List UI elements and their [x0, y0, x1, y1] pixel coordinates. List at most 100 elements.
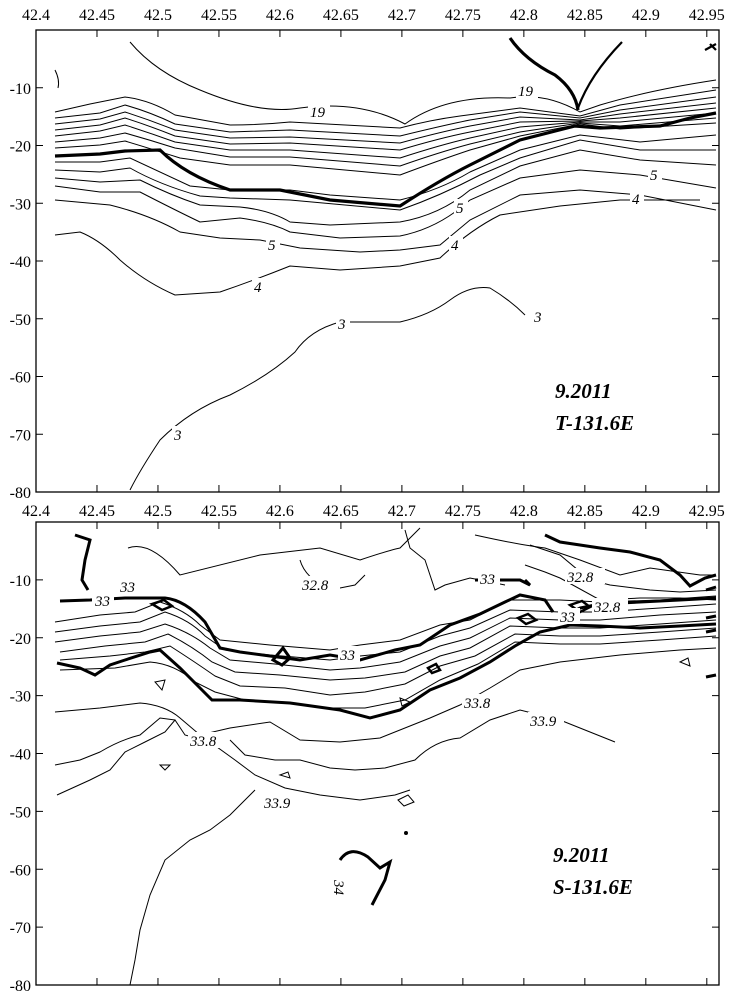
isoline	[59, 619, 717, 681]
x-tick-label: 42.45	[79, 503, 115, 520]
isoline	[54, 122, 717, 176]
salinity-contour-labels: 33 33 32.8 33 32.8 33 32.8 33 33.8 33.9 …	[92, 568, 628, 896]
bold-isoline-edge	[704, 43, 717, 51]
isoline	[154, 679, 166, 692]
contour-label: 33	[559, 610, 575, 626]
x-tick-label: 42.95	[689, 7, 725, 24]
contour-label: 3	[533, 310, 542, 326]
y-tick-label: -50	[10, 804, 31, 821]
isoline	[54, 603, 717, 661]
y-tick-label: -70	[10, 427, 31, 444]
x-tick-label: 42.85	[567, 7, 603, 24]
contour-label: 33.9	[263, 796, 291, 812]
isoline	[229, 709, 616, 771]
bold-isoline	[705, 585, 717, 679]
contour-label: 4	[451, 238, 459, 254]
isoline	[54, 112, 717, 159]
panel-title: 9.2011	[555, 379, 612, 403]
isoline	[55, 134, 717, 201]
bold-isoline	[59, 593, 555, 662]
y-tick-label: -10	[10, 81, 31, 98]
y-tick-label: -50	[10, 312, 31, 329]
salinity-panel: 33 33 32.8 33 32.8 33 32.8 33 33.8 33.9 …	[10, 503, 725, 995]
salinity-axis-ticks	[35, 522, 719, 986]
isoline-19	[54, 69, 60, 89]
contour-label: 34	[330, 879, 346, 896]
isoline	[529, 544, 717, 593]
y-tick-label: -60	[10, 370, 31, 387]
isoline	[399, 697, 412, 707]
panel-title: 9.2011	[553, 843, 610, 867]
isoline	[678, 657, 691, 667]
y-tick-label: -40	[10, 747, 31, 764]
bold-isoline	[338, 850, 393, 906]
contour-label: 3	[337, 317, 346, 333]
bold-isoline	[544, 533, 717, 588]
x-tick-label: 42.65	[323, 503, 359, 520]
temperature-isolines	[54, 41, 717, 491]
contour-label: 5	[268, 238, 276, 254]
x-tick-label: 42.9	[632, 503, 660, 520]
isoline	[54, 107, 717, 151]
temperature-axis-ticks	[35, 30, 719, 493]
isoline	[54, 102, 717, 144]
salinity-y-tick-labels: -10 -20 -30 -40 -50 -60 -70 -80	[10, 573, 31, 995]
x-tick-label: 42.75	[445, 503, 481, 520]
y-tick-label: -30	[10, 689, 31, 706]
isoline-33.9	[56, 719, 411, 801]
contour-label: 33	[119, 580, 135, 596]
isoline	[59, 627, 717, 696]
temperature-y-tick-labels: -10 -20 -30 -40 -50 -60 -70 -80	[10, 81, 31, 502]
bold-isoline-top	[576, 41, 623, 109]
bold-isoline	[54, 111, 717, 208]
contour-label: 5	[650, 168, 658, 184]
x-tick-label: 42.8	[510, 503, 538, 520]
contour-label: 32.8	[593, 600, 621, 616]
x-tick-label: 42.7	[388, 7, 416, 24]
temperature-contour-labels: 19 19 5 4 5 4 5 4 3 3 3	[172, 80, 662, 444]
temperature-x-tick-labels: 42.4 42.45 42.5 42.55 42.6 42.65 42.7 42.75 42.8…	[22, 7, 725, 24]
contour-label: 3	[173, 428, 182, 444]
salinity-isolines	[54, 527, 717, 986]
x-tick-label: 42.9	[632, 7, 660, 24]
isoline	[54, 117, 717, 167]
isoline	[54, 611, 717, 671]
x-tick-label: 42.6	[266, 7, 294, 24]
x-tick-label: 42.4	[22, 7, 50, 24]
isoline	[54, 717, 176, 766]
salinity-x-tick-labels: 42.4 42.45 42.5 42.55 42.6 42.65 42.7 42.75 42.8…	[22, 503, 725, 520]
isoline-dot	[404, 831, 408, 835]
contour-label: 33.8	[189, 734, 217, 750]
x-tick-label: 42.55	[201, 503, 237, 520]
contour-label: 32.8	[301, 578, 329, 594]
x-tick-label: 42.4	[22, 503, 50, 520]
y-tick-label: -80	[10, 485, 31, 502]
salinity-bold-isolines	[56, 533, 717, 906]
bold-isoline	[149, 598, 175, 612]
isoline	[54, 189, 717, 253]
x-tick-label: 42.45	[79, 7, 115, 24]
contour-label: 33	[339, 648, 355, 664]
isoline-3	[129, 287, 526, 491]
x-tick-label: 42.5	[144, 503, 172, 520]
panel-subtitle: S-131.6E	[553, 875, 633, 899]
isoline	[404, 529, 506, 591]
isoline	[54, 96, 717, 137]
x-tick-label: 42.7	[388, 503, 416, 520]
isoline	[54, 149, 717, 226]
y-tick-label: -80	[10, 978, 31, 995]
contour-label: 33.9	[529, 714, 557, 730]
contour-label: 33.8	[463, 696, 491, 712]
x-tick-label: 42.5	[144, 7, 172, 24]
bold-isoline-top	[508, 37, 580, 111]
x-tick-label: 42.85	[567, 503, 603, 520]
contour-label: 19	[518, 84, 534, 100]
x-tick-label: 42.6	[266, 503, 294, 520]
bold-isoline	[270, 645, 293, 667]
bold-isoline	[426, 662, 442, 675]
isoline	[278, 771, 291, 779]
y-tick-label: -40	[10, 254, 31, 271]
y-tick-label: -70	[10, 920, 31, 937]
isoline	[129, 41, 717, 125]
